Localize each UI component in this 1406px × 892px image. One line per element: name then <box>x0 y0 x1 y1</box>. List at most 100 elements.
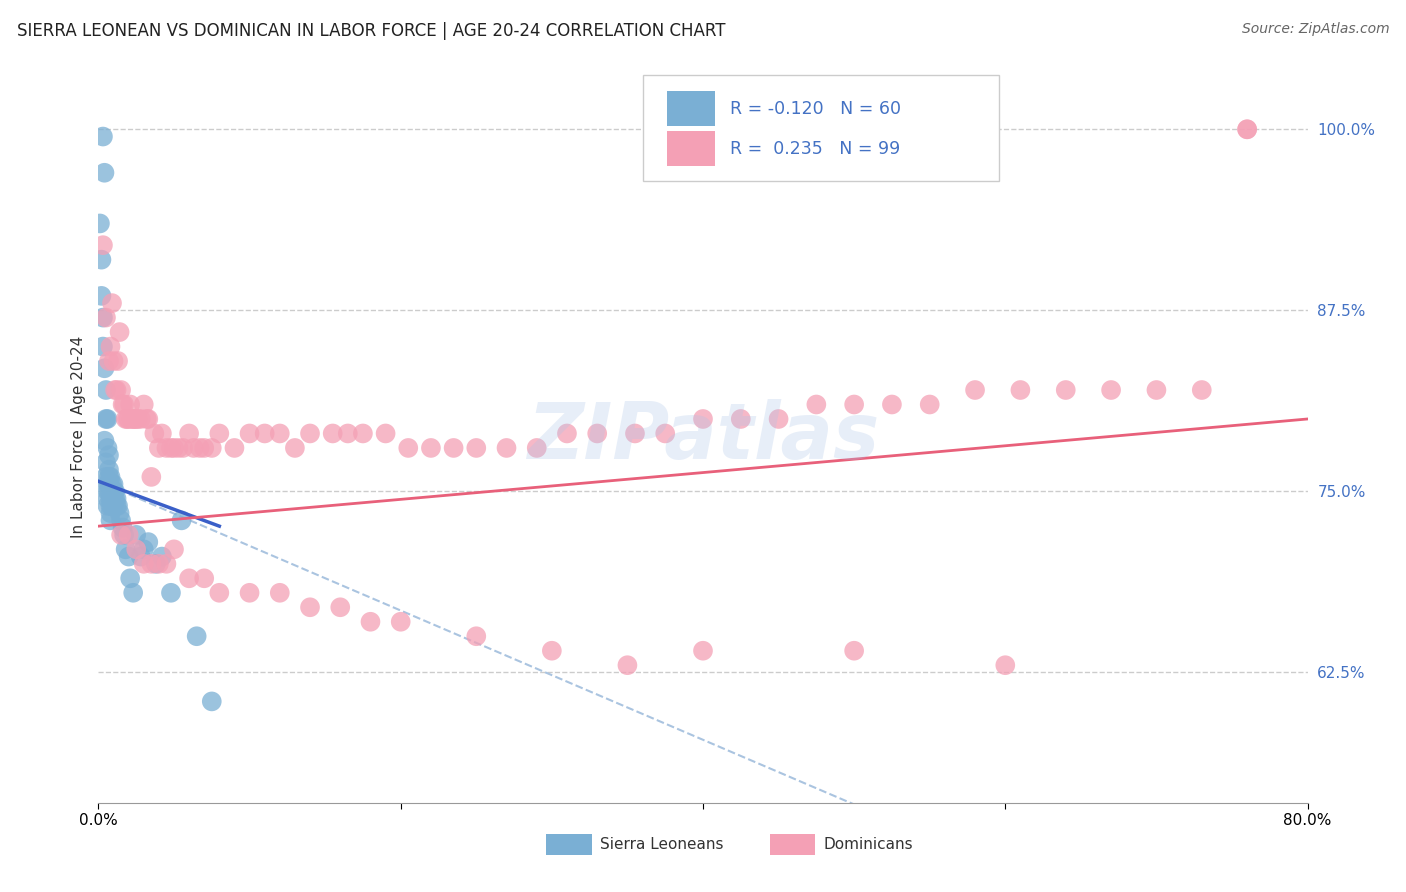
Point <box>93 434 115 448</box>
Point <box>90 289 112 303</box>
Point <box>91 340 114 354</box>
Point <box>692 412 714 426</box>
Bar <box>666 91 716 126</box>
Point <box>443 441 465 455</box>
Y-axis label: In Labor Force | Age 20-24: In Labor Force | Age 20-24 <box>72 336 87 538</box>
Point <box>269 586 291 600</box>
Point <box>994 658 1017 673</box>
Point <box>96 484 118 499</box>
Point <box>148 441 170 455</box>
Bar <box>769 833 815 855</box>
Point <box>105 383 128 397</box>
Point <box>121 412 143 426</box>
Point <box>96 491 118 506</box>
Point <box>122 412 145 426</box>
Point <box>208 586 231 600</box>
Point <box>110 528 132 542</box>
Point <box>155 441 177 455</box>
Point <box>160 441 183 455</box>
Point <box>208 426 231 441</box>
Point <box>91 129 114 144</box>
Point <box>101 491 124 506</box>
Point <box>360 615 382 629</box>
Point <box>124 412 146 426</box>
Point <box>110 513 132 527</box>
Point <box>1144 383 1167 397</box>
Point <box>495 441 517 455</box>
Point <box>136 412 159 426</box>
Point <box>98 448 121 462</box>
Point <box>96 441 118 455</box>
Point <box>127 412 149 426</box>
Point <box>98 354 121 368</box>
Point <box>94 455 117 469</box>
Point <box>624 426 647 441</box>
Point <box>132 542 155 557</box>
Point <box>105 499 128 513</box>
Point <box>93 166 115 180</box>
Point <box>768 412 790 426</box>
Text: R =  0.235   N = 99: R = 0.235 N = 99 <box>730 140 900 158</box>
Point <box>103 477 125 491</box>
Point <box>188 441 211 455</box>
Point <box>103 354 125 368</box>
Point <box>98 484 121 499</box>
Point <box>167 441 190 455</box>
Point <box>918 397 941 411</box>
Point <box>118 549 141 564</box>
Point <box>150 426 173 441</box>
Point <box>94 412 117 426</box>
Point <box>526 441 548 455</box>
Text: R = -0.120   N = 60: R = -0.120 N = 60 <box>730 100 901 118</box>
Point <box>110 383 132 397</box>
Point <box>160 586 183 600</box>
Point <box>141 557 163 571</box>
FancyBboxPatch shape <box>643 75 1000 181</box>
Point <box>299 426 322 441</box>
Point <box>98 477 121 491</box>
Point <box>101 484 124 499</box>
Point <box>1236 122 1258 136</box>
Point <box>299 600 322 615</box>
Point <box>616 658 638 673</box>
Point <box>253 426 276 441</box>
Point <box>132 557 155 571</box>
Point <box>111 520 134 534</box>
Point <box>540 644 562 658</box>
Text: Dominicans: Dominicans <box>824 837 914 852</box>
Point <box>806 397 828 411</box>
Point <box>336 426 359 441</box>
Point <box>193 571 215 585</box>
Point <box>107 499 129 513</box>
Point <box>586 426 609 441</box>
Point <box>179 426 201 441</box>
Point <box>120 571 142 585</box>
Point <box>239 586 262 600</box>
Text: Source: ZipAtlas.com: Source: ZipAtlas.com <box>1241 22 1389 37</box>
Point <box>183 441 205 455</box>
Point <box>105 491 128 506</box>
Point <box>96 412 118 426</box>
Point <box>107 354 129 368</box>
Point <box>103 491 125 506</box>
Bar <box>666 131 716 167</box>
Point <box>90 252 112 267</box>
Point <box>104 491 127 506</box>
Point <box>396 441 419 455</box>
Point <box>89 216 111 230</box>
Point <box>100 470 122 484</box>
Point <box>93 361 115 376</box>
Bar <box>546 833 592 855</box>
Point <box>555 426 578 441</box>
Point <box>880 397 903 411</box>
Point <box>145 557 167 571</box>
Point <box>108 506 131 520</box>
Point <box>1054 383 1077 397</box>
Point <box>179 571 201 585</box>
Point <box>374 426 396 441</box>
Point <box>101 477 124 491</box>
Point <box>389 615 412 629</box>
Point <box>111 397 134 411</box>
Point <box>186 629 208 643</box>
Point <box>96 477 118 491</box>
